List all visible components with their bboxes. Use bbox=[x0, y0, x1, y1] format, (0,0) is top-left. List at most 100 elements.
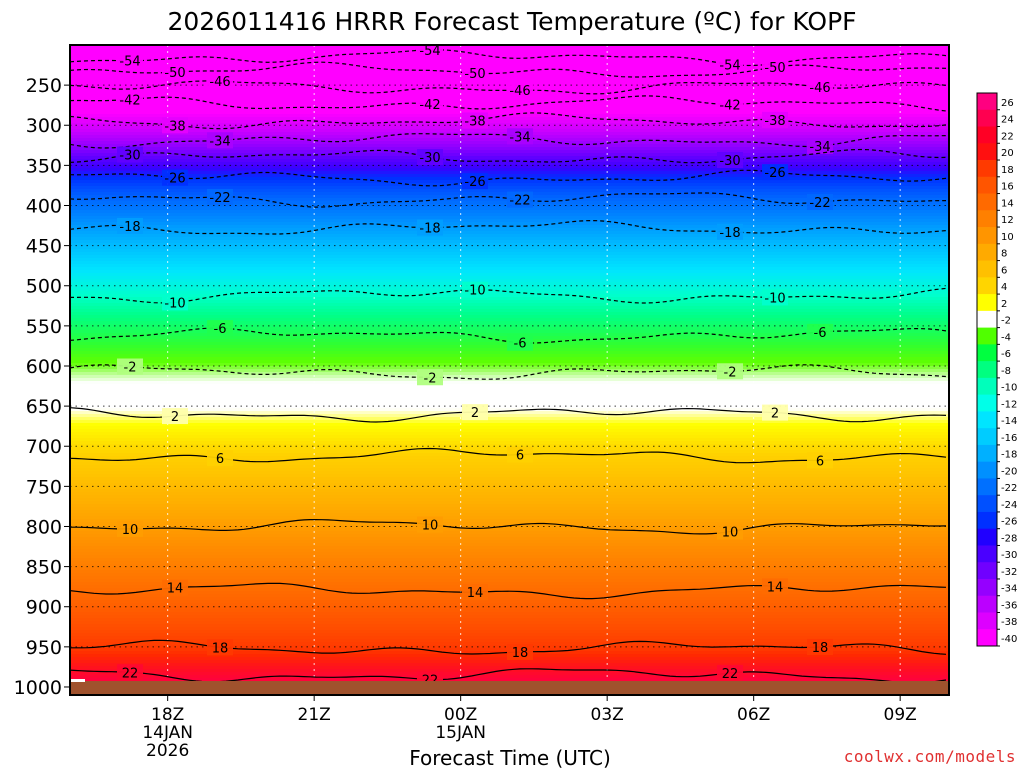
isotherm-label-bg bbox=[417, 149, 443, 166]
source-credit: coolwx.com/models bbox=[843, 747, 1016, 766]
isotherm-label: -30 bbox=[119, 149, 140, 164]
isotherm-label-bg bbox=[117, 52, 143, 69]
pressure-tick-label: 950 bbox=[26, 637, 62, 659]
isotherm-label-bg bbox=[207, 132, 233, 149]
isotherm-label: -22 bbox=[209, 191, 230, 206]
x-axis-label: Forecast Time (UTC) bbox=[409, 746, 611, 768]
isotherm-label: -50 bbox=[764, 61, 785, 76]
colorbar-swatch bbox=[977, 411, 997, 429]
colorbar-swatch bbox=[977, 109, 997, 127]
isotherm-label: -10 bbox=[464, 284, 485, 299]
isotherm-label-bg bbox=[207, 73, 233, 90]
isotherm-line bbox=[70, 519, 947, 535]
colorbar-label: -30 bbox=[1001, 550, 1017, 561]
colorbar-swatch bbox=[977, 562, 997, 580]
time-tick-year: 2026 bbox=[146, 741, 189, 761]
colorbar-label: -34 bbox=[1001, 584, 1017, 595]
isotherm-label-bg bbox=[762, 289, 788, 306]
colorbar-label: -8 bbox=[1001, 366, 1011, 377]
isotherm-label-bg bbox=[807, 138, 833, 155]
isotherm-label-bg bbox=[807, 323, 833, 340]
ground-surface bbox=[70, 681, 949, 695]
colorbar-swatch bbox=[977, 444, 997, 463]
ground-layer bbox=[70, 679, 949, 695]
colorbar-swatch bbox=[977, 327, 997, 345]
isotherm-label-bg bbox=[162, 294, 188, 311]
isotherm-label: -2 bbox=[424, 371, 437, 386]
isotherm-label: 18 bbox=[812, 641, 829, 656]
isotherm-label-bg bbox=[417, 45, 443, 58]
isotherm-label-bg bbox=[117, 664, 143, 681]
isotherm-label: -26 bbox=[164, 172, 185, 187]
isotherm-label-bg bbox=[417, 96, 443, 113]
colorbar-label: -4 bbox=[1001, 332, 1011, 343]
isotherm-label: -46 bbox=[509, 84, 530, 99]
isotherm-label: -10 bbox=[764, 291, 785, 306]
isotherm-label: 22 bbox=[122, 666, 139, 681]
isotherm-label-bg bbox=[507, 446, 533, 463]
isotherm-label-bg bbox=[462, 404, 488, 421]
isotherm-label: 14 bbox=[167, 582, 184, 597]
chart-title: 2026011416 HRRR Forecast Temperature (ºC… bbox=[167, 7, 856, 36]
isotherm-label: -10 bbox=[164, 296, 185, 311]
isotherm-label-bg bbox=[762, 404, 788, 421]
pressure-tick-label: 300 bbox=[26, 115, 62, 137]
isotherm-label-bg bbox=[162, 64, 188, 81]
isotherm-label: 14 bbox=[467, 586, 484, 601]
isotherm-label: -34 bbox=[209, 134, 230, 149]
isotherm-label: 14 bbox=[767, 580, 784, 595]
isotherm-label-bg bbox=[717, 56, 743, 73]
isotherm-label: -26 bbox=[464, 175, 485, 190]
colorbar-label: -22 bbox=[1001, 483, 1017, 494]
colorbar-swatch bbox=[977, 478, 997, 496]
pressure-tick-label: 900 bbox=[26, 597, 62, 619]
colorbar-swatch bbox=[977, 595, 997, 613]
isotherm-label: 18 bbox=[512, 646, 529, 661]
isotherm-label-bg bbox=[807, 194, 833, 211]
isotherm-label: 2 bbox=[771, 407, 779, 422]
isotherm-label: 2 bbox=[171, 410, 179, 425]
isotherm-label: -42 bbox=[419, 98, 440, 113]
colorbar-label: -26 bbox=[1001, 517, 1017, 528]
colorbar-swatch bbox=[977, 260, 997, 278]
isotherm-label: 10 bbox=[422, 519, 439, 534]
isotherm-label-bg bbox=[162, 579, 188, 596]
pressure-tick-label: 800 bbox=[26, 516, 62, 538]
colorbar-swatch bbox=[977, 277, 997, 295]
colorbar-label: 10 bbox=[1001, 232, 1014, 243]
colorbar-label: 18 bbox=[1001, 165, 1014, 176]
time-tick-date: 15JAN bbox=[435, 723, 486, 743]
isotherm-label: -34 bbox=[509, 130, 530, 145]
colorbar-label: 4 bbox=[1001, 282, 1007, 293]
isotherm-label-bg bbox=[117, 358, 143, 375]
isotherm-label: -54 bbox=[419, 44, 440, 59]
colorbar-swatch bbox=[977, 310, 997, 329]
isotherm-label-bg bbox=[762, 164, 788, 181]
time-tick-date: 14JAN bbox=[142, 723, 193, 743]
isotherm-label-bg bbox=[507, 643, 533, 660]
isotherm-label-bg bbox=[507, 82, 533, 99]
colorbar-label: 14 bbox=[1001, 198, 1014, 209]
colorbar-label: -32 bbox=[1001, 567, 1017, 578]
isotherm-label-bg bbox=[462, 584, 488, 601]
colorbar-swatch bbox=[977, 344, 997, 362]
plot-frame bbox=[69, 44, 950, 696]
colorbar-swatch bbox=[977, 176, 997, 194]
isotherm-label: -50 bbox=[464, 67, 485, 82]
pressure-axis: 250 300 350 400 450 500 550 600 650 700 750 800 850 9… bbox=[14, 75, 70, 699]
colorbar-frame bbox=[976, 92, 998, 647]
isotherm-label: 10 bbox=[722, 526, 739, 541]
colorbar-label: 6 bbox=[1001, 265, 1007, 276]
time-tick-label: 06Z bbox=[737, 705, 770, 725]
isotherm-label-bg bbox=[807, 452, 833, 469]
isotherm-label: -2 bbox=[124, 361, 137, 376]
isotherm-label: -42 bbox=[119, 93, 140, 108]
isotherm-label: -50 bbox=[164, 66, 185, 81]
colorbar-swatch bbox=[977, 243, 997, 261]
isotherm-label-bg bbox=[507, 128, 533, 145]
isotherm-label-bg bbox=[117, 217, 143, 234]
isotherm-label: -6 bbox=[814, 326, 827, 341]
colorbar-label: -28 bbox=[1001, 533, 1017, 544]
isotherm-label-bg bbox=[462, 173, 488, 190]
